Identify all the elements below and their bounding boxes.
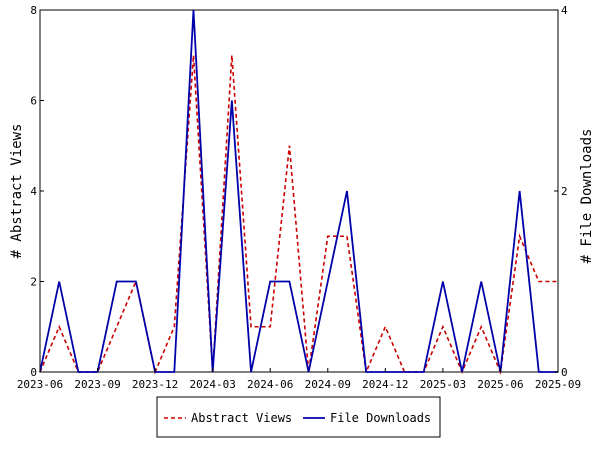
x-tick-label: 2023-12 [132, 378, 178, 391]
legend: Abstract Views File Downloads [156, 396, 441, 438]
x-tick-label: 2025-03 [420, 378, 466, 391]
x-tick-label: 2024-09 [305, 378, 351, 391]
x-tick-label: 2024-03 [189, 378, 235, 391]
y-right-tick-label: 4 [561, 4, 568, 17]
plot-area [39, 9, 559, 373]
y-right-tick-label: 2 [561, 185, 568, 198]
y-left-tick-label: 4 [30, 185, 37, 198]
y-right-tick-label: 0 [561, 366, 568, 379]
y-left-tick-label: 0 [30, 366, 37, 379]
x-tick-label: 2024-06 [247, 378, 293, 391]
ticks-layer: 2023-06 2023-09 2023-12 2024-03 2024-06 2024-… [17, 4, 581, 391]
x-tick-label: 2025-09 [535, 378, 581, 391]
y-left-tick-label: 8 [30, 4, 37, 17]
y-left-tick-label: 6 [30, 95, 37, 108]
legend-label-file-downloads: File Downloads [330, 411, 431, 425]
legend-label-abstract-views: Abstract Views [191, 411, 292, 425]
left-axis-title: # Abstract Views [9, 124, 25, 259]
y-left-tick-label: 2 [30, 276, 37, 289]
x-tick-label: 2024-12 [362, 378, 408, 391]
right-axis-title: # File Downloads [579, 129, 595, 264]
x-tick-label: 2023-06 [17, 378, 63, 391]
legend-box [156, 396, 441, 438]
x-tick-label: 2023-09 [74, 378, 120, 391]
x-tick-label: 2025-06 [477, 378, 523, 391]
series-line-file-downloads [39, 9, 558, 373]
series-layer [39, 9, 558, 375]
